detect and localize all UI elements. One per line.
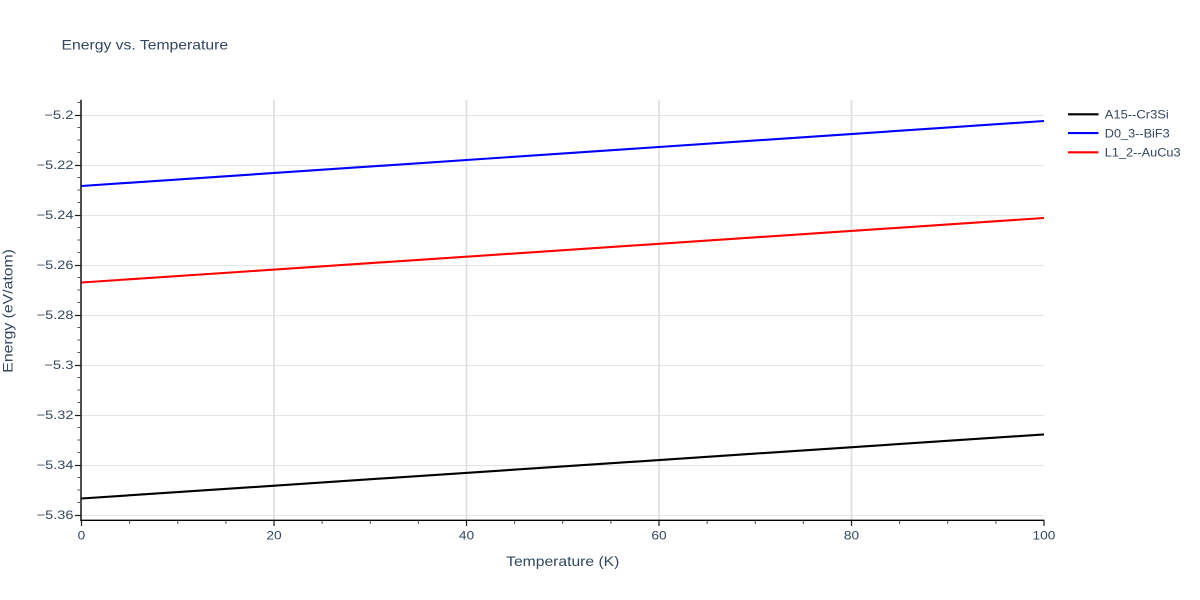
svg-text:Energy vs. Temperature: Energy vs. Temperature [62, 36, 229, 52]
svg-text:60: 60 [651, 529, 667, 543]
svg-text:20: 20 [266, 529, 282, 543]
svg-text:100: 100 [1033, 529, 1056, 543]
svg-text:−5.28: −5.28 [37, 308, 74, 322]
svg-text:Temperature (K): Temperature (K) [506, 553, 619, 569]
svg-text:A15--Cr3Si: A15--Cr3Si [1105, 108, 1169, 122]
svg-text:80: 80 [844, 529, 860, 543]
svg-text:−5.22: −5.22 [37, 158, 74, 172]
svg-text:−5.32: −5.32 [37, 408, 74, 422]
svg-text:0: 0 [78, 529, 86, 543]
svg-text:−5.36: −5.36 [37, 508, 74, 522]
svg-text:−5.2: −5.2 [44, 108, 74, 122]
svg-text:−5.24: −5.24 [37, 208, 74, 222]
svg-text:−5.3: −5.3 [44, 358, 74, 372]
svg-text:−5.34: −5.34 [37, 458, 74, 472]
svg-text:D0_3--BiF3: D0_3--BiF3 [1105, 127, 1170, 141]
svg-text:40: 40 [459, 529, 475, 543]
svg-text:Energy (eV/atom): Energy (eV/atom) [0, 249, 16, 373]
svg-text:L1_2--AuCu3: L1_2--AuCu3 [1105, 146, 1181, 160]
svg-text:−5.26: −5.26 [37, 258, 74, 272]
